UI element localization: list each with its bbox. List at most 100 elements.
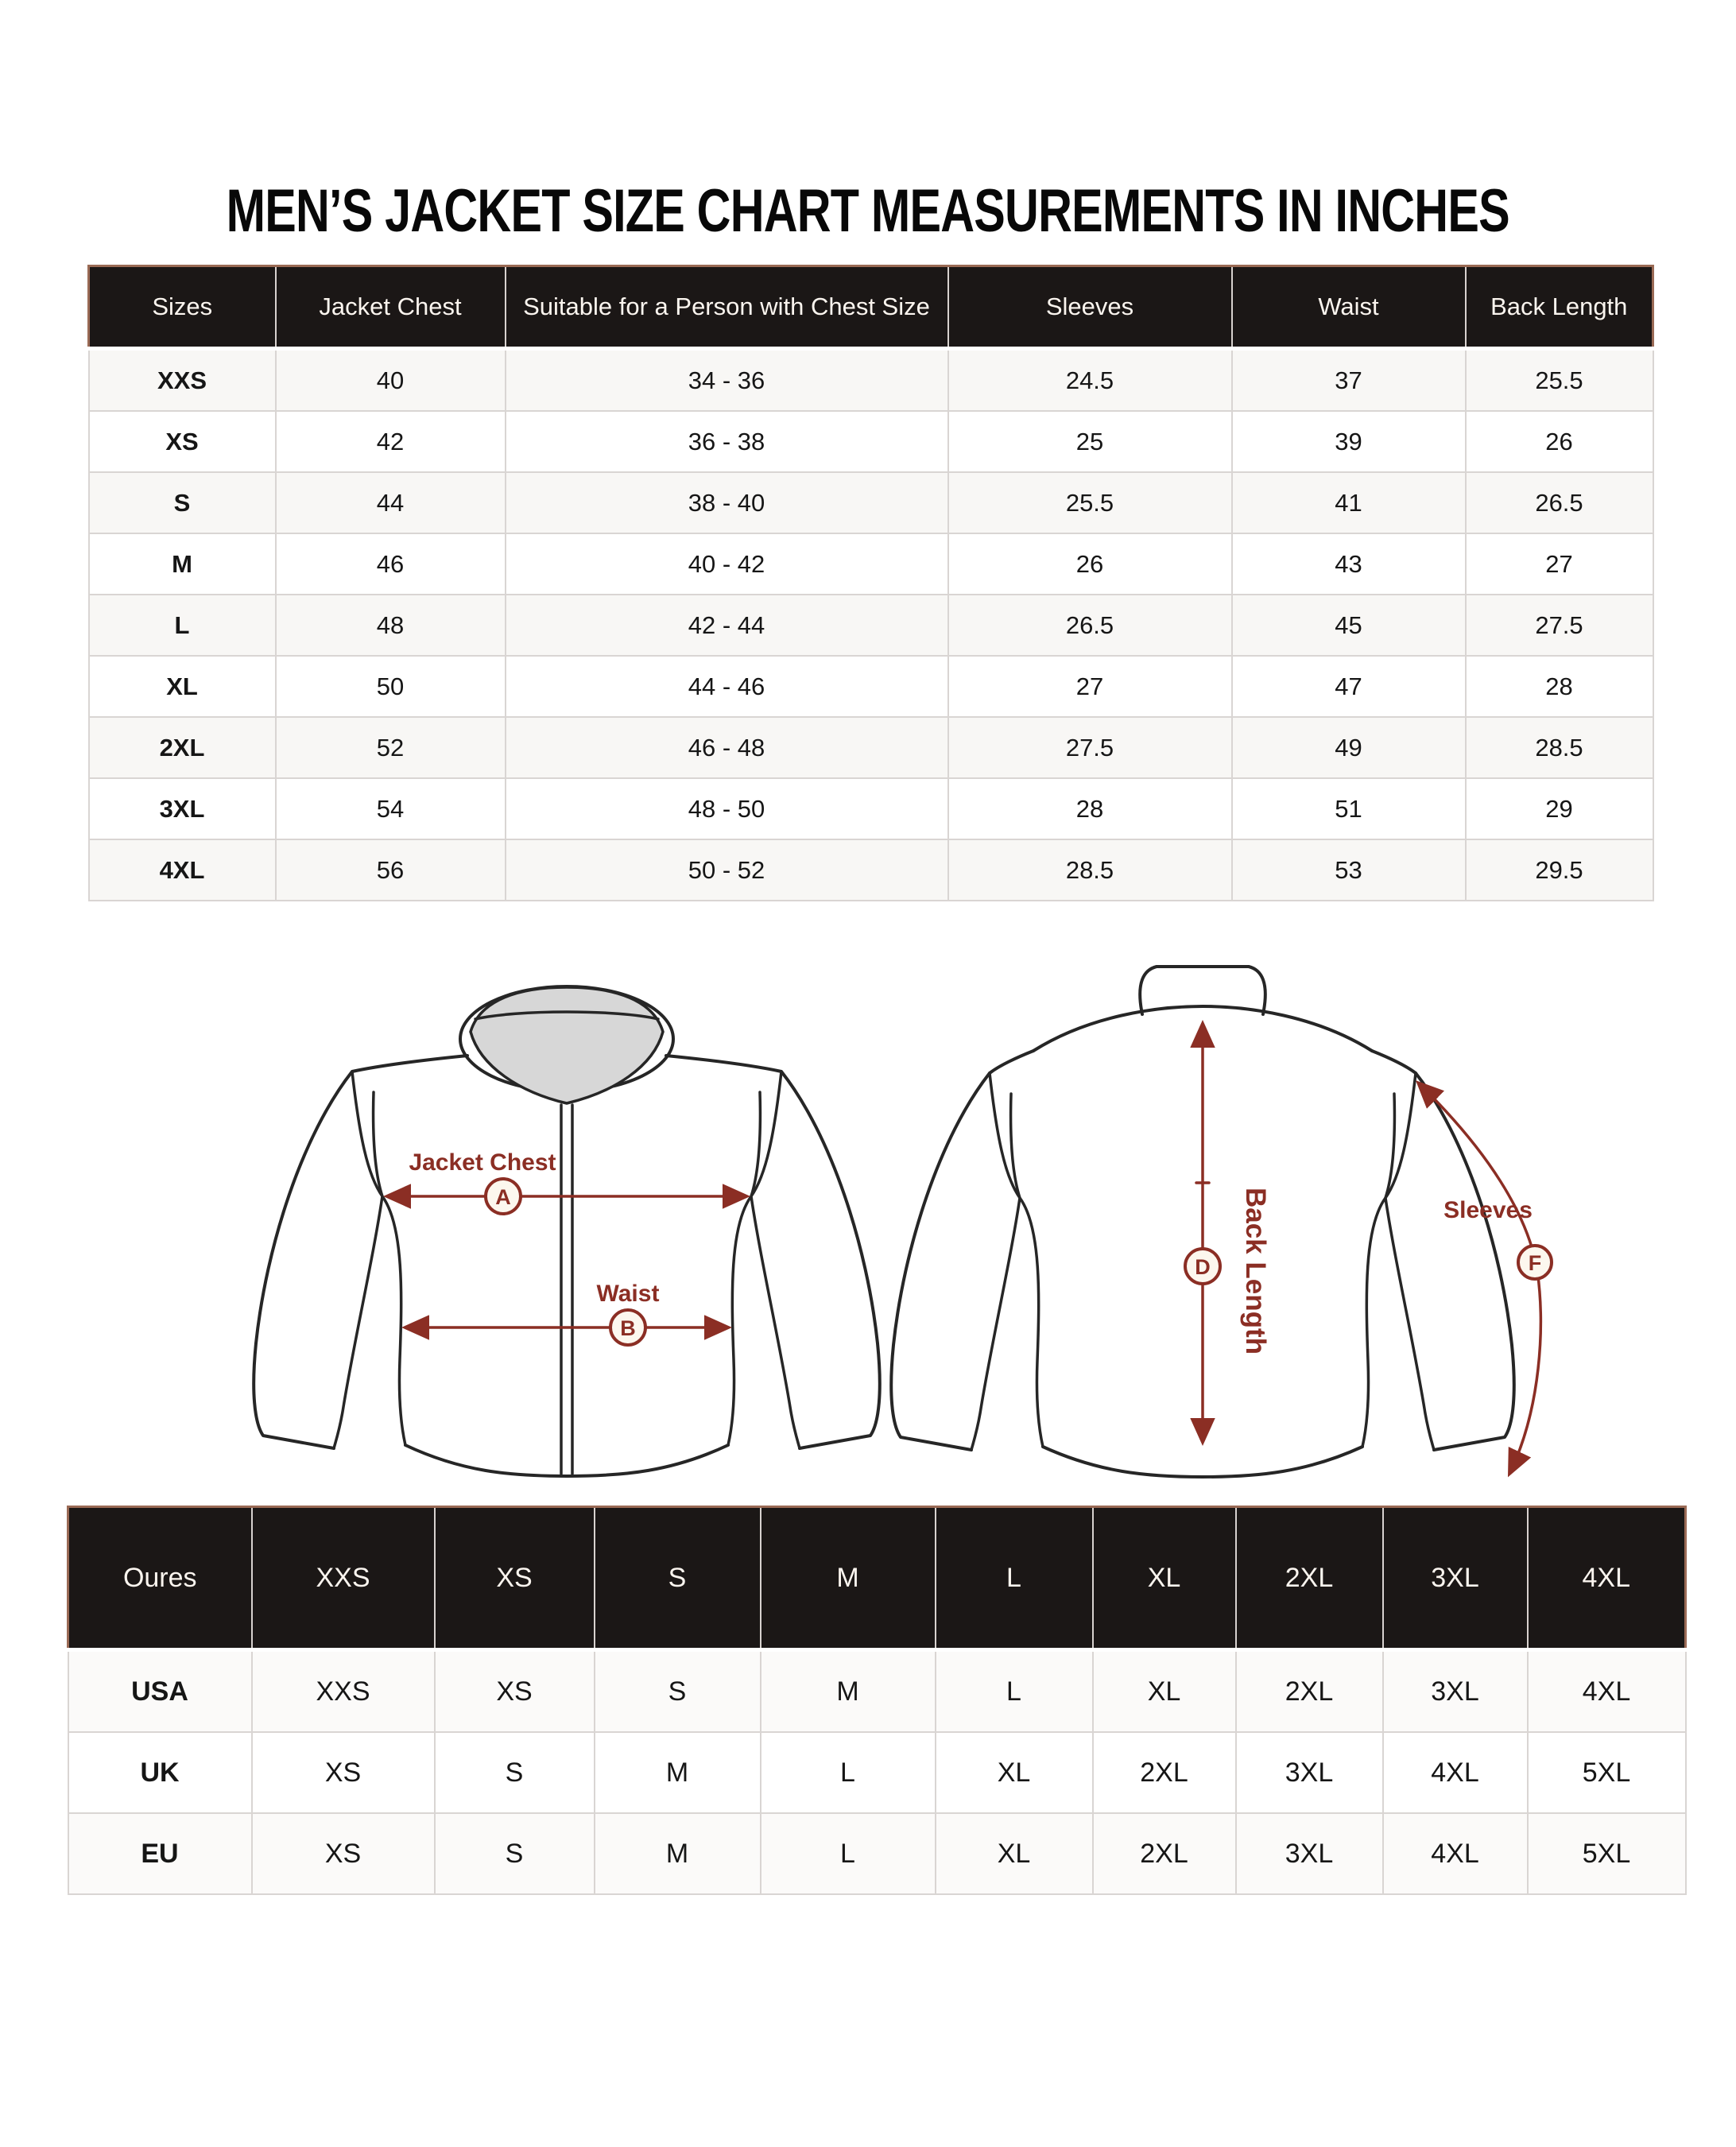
front-left-sleeve-outline — [252, 1054, 469, 1450]
back-right-sleeve-inner-seam — [1384, 1092, 1436, 1451]
table-cell: 28 — [947, 777, 1233, 840]
table-cell: 43 — [1230, 533, 1467, 595]
table-cell: 4XL — [1381, 1731, 1529, 1814]
column-header: XL — [1091, 1506, 1237, 1652]
table-cell: 45 — [1230, 594, 1467, 657]
column-header: Back Length — [1464, 265, 1654, 351]
waist-letter-circle — [609, 1308, 647, 1347]
table-cell: 46 - 48 — [504, 716, 949, 779]
waist-letter: B — [620, 1316, 636, 1340]
back-length-letter: D — [1195, 1255, 1211, 1279]
table-cell: 24.5 — [947, 347, 1233, 412]
table-cell: 44 — [274, 471, 506, 534]
table-cell: 5XL — [1526, 1731, 1687, 1814]
back-collar-stand — [1138, 965, 1267, 1016]
column-header: 3XL — [1381, 1506, 1529, 1652]
chest-letter: A — [495, 1185, 511, 1209]
table-row: XS 42 36 - 38 25 39 26 — [87, 410, 1654, 473]
table-cell: 2XL — [1091, 1812, 1237, 1895]
table-row: UK XS S M L XL 2XL 3XL 4XL 5XL — [67, 1731, 1687, 1814]
front-right-sleeve-inner-seam — [750, 1091, 801, 1450]
sleeves-letter-circle — [1517, 1244, 1553, 1281]
table-cell: 4XL — [1381, 1812, 1529, 1895]
table-cell: USA — [67, 1649, 253, 1733]
back-left-shoulder — [988, 1049, 1035, 1075]
table-cell: 3XL — [1234, 1731, 1384, 1814]
table-cell: 46 — [274, 533, 506, 595]
front-right-armhole-seam — [727, 1070, 783, 1447]
back-left-armhole-seam — [988, 1072, 1044, 1448]
page-title: MEN’S JACKET SIZE CHART MEASUREMENTS IN … — [226, 177, 1510, 245]
column-header: M — [759, 1506, 936, 1652]
table-cell: 50 - 52 — [504, 839, 949, 901]
table-cell: UK — [67, 1731, 253, 1814]
table-cell: 2XL — [87, 716, 277, 779]
table-cell: S — [433, 1731, 595, 1814]
header-row: Sizes Jacket Chest Suitable for a Person w… — [87, 265, 1654, 351]
table-cell: 48 - 50 — [504, 777, 949, 840]
table-cell: XS — [433, 1649, 595, 1733]
back-jacket-figure: D Back Length Sleeves F — [889, 965, 1553, 1478]
table-cell: 34 - 36 — [504, 347, 949, 412]
front-hem — [404, 1444, 730, 1478]
table-cell: M — [759, 1649, 936, 1733]
size-conversion-table: Oures XXS XS S M L XL 2XL 3XL 4XL USA XXS XS S M L XL 2XL… — [67, 1506, 1687, 1895]
table-row: L 48 42 - 44 26.5 45 27.5 — [87, 594, 1654, 657]
column-header: L — [934, 1506, 1094, 1652]
column-header: XXS — [250, 1506, 436, 1652]
front-jacket-figure: Jacket Chest A Waist B — [252, 985, 882, 1478]
table-cell: 50 — [274, 655, 506, 718]
table-cell: 51 — [1230, 777, 1467, 840]
table-cell: S — [433, 1812, 595, 1895]
waist-measure-label: Waist — [597, 1281, 660, 1307]
table-cell: L — [87, 594, 277, 657]
table-cell: 26.5 — [1464, 471, 1654, 534]
back-length-label: Back Length — [1240, 1188, 1271, 1354]
table-cell: 53 — [1230, 839, 1467, 901]
front-left-sleeve-inner-seam — [332, 1091, 384, 1450]
table-cell: 38 - 40 — [504, 471, 949, 534]
table-cell: 26 — [947, 533, 1233, 595]
back-left-sleeve-outline — [889, 1072, 991, 1451]
column-header: Sleeves — [947, 265, 1233, 351]
column-header: XS — [433, 1506, 595, 1652]
front-collar-opening — [469, 986, 665, 1105]
table-cell: 42 - 44 — [504, 594, 949, 657]
table-cell: XL — [87, 655, 277, 718]
table-cell: 47 — [1230, 655, 1467, 718]
table-row: S 44 38 - 40 25.5 41 26.5 — [87, 471, 1654, 534]
table-cell: 29 — [1464, 777, 1654, 840]
table-cell: 3XL — [1234, 1812, 1384, 1895]
table-cell: XL — [1091, 1649, 1237, 1733]
sleeves-letter: F — [1529, 1251, 1542, 1275]
table-cell: 28.5 — [1464, 716, 1654, 779]
table-cell: 26 — [1464, 410, 1654, 473]
back-left-sleeve-inner-seam — [970, 1092, 1021, 1451]
table-cell: L — [759, 1812, 936, 1895]
table-cell: 40 - 42 — [504, 533, 949, 595]
table-cell: XS — [250, 1731, 436, 1814]
table-row: XXS 40 34 - 36 24.5 37 25.5 — [87, 347, 1654, 412]
table-cell: 29.5 — [1464, 839, 1654, 901]
table-cell: M — [87, 533, 277, 595]
table-cell: S — [87, 471, 277, 534]
table-cell: 26.5 — [947, 594, 1233, 657]
table-row: XL 50 44 - 46 27 47 28 — [87, 655, 1654, 718]
table-cell: 36 - 38 — [504, 410, 949, 473]
table-cell: 44 - 46 — [504, 655, 949, 718]
table-cell: 25 — [947, 410, 1233, 473]
back-right-armhole-seam — [1361, 1072, 1417, 1448]
table-cell: 42 — [274, 410, 506, 473]
column-header: 4XL — [1526, 1506, 1687, 1652]
column-header: Waist — [1230, 265, 1467, 351]
jacket-measurement-diagram: Jacket Chest A Waist B D Back Len — [252, 965, 1553, 1478]
table-cell: 27.5 — [947, 716, 1233, 779]
table-cell: 49 — [1230, 716, 1467, 779]
table-cell: 5XL — [1526, 1812, 1687, 1895]
size-measurements-table: Sizes Jacket Chest Suitable for a Person w… — [87, 265, 1654, 901]
table-cell: XS — [87, 410, 277, 473]
table-cell: XS — [250, 1812, 436, 1895]
table-cell: 37 — [1230, 347, 1467, 412]
table-cell: 4XL — [1526, 1649, 1687, 1733]
